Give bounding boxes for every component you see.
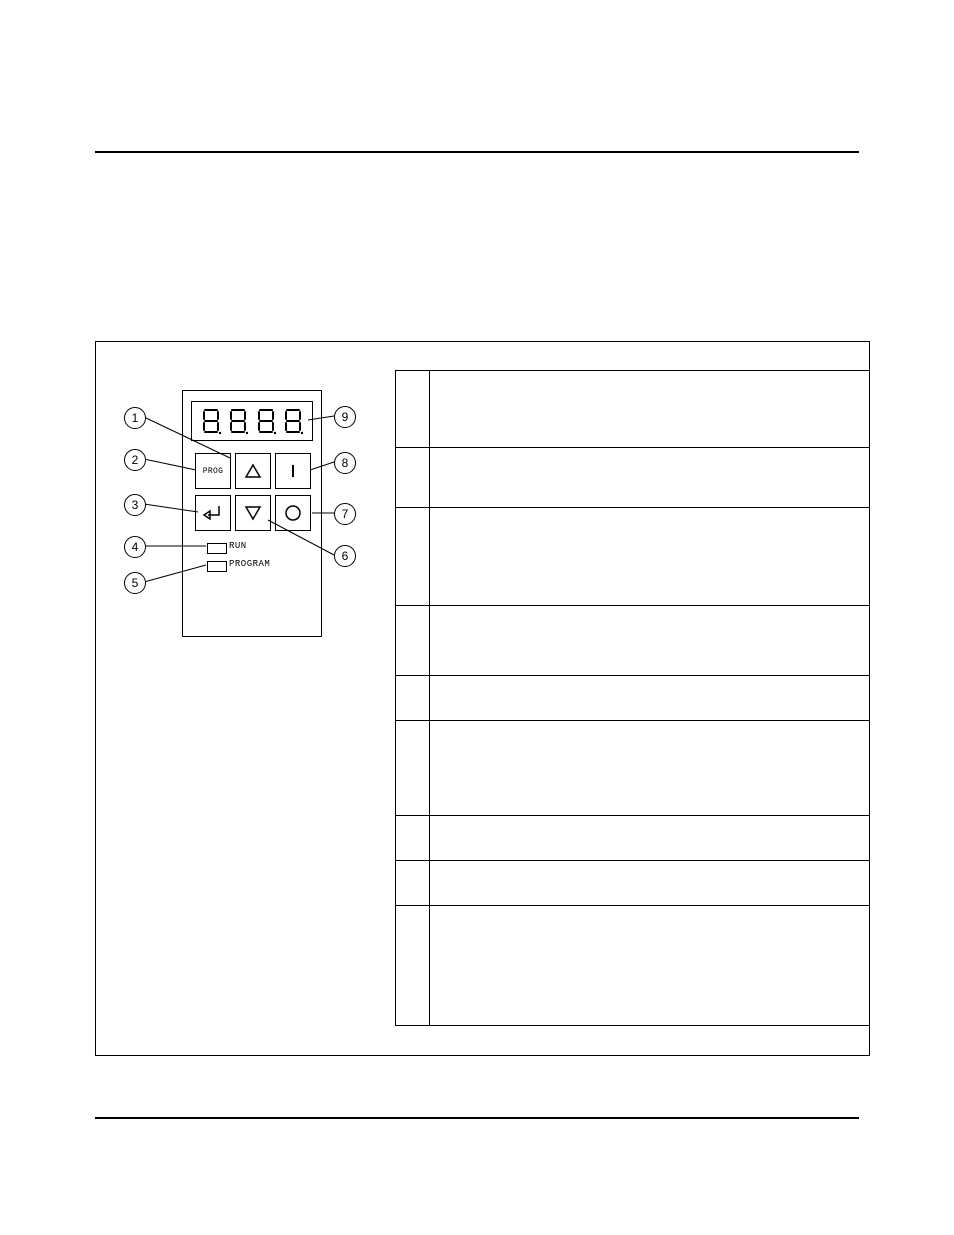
callout-5: 5: [124, 572, 146, 594]
callout-4: 4: [124, 536, 146, 558]
page: PROG RUN PROGRAM: [0, 0, 954, 1235]
footer-rule: [95, 1117, 859, 1119]
callout-9: 9: [334, 406, 356, 428]
callout-1: 1: [124, 407, 146, 429]
callout-6: 6: [334, 545, 356, 567]
leader-lines: [0, 0, 954, 1235]
callout-7: 7: [334, 503, 356, 525]
callout-8: 8: [334, 452, 356, 474]
callout-3: 3: [124, 494, 146, 516]
callout-2: 2: [124, 449, 146, 471]
